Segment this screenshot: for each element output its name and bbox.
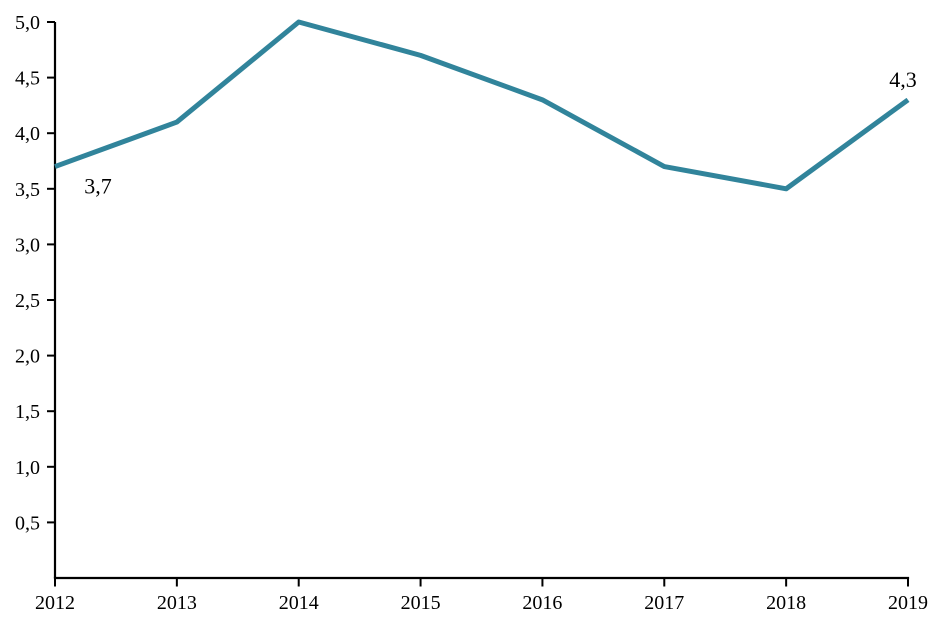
x-axis-tick-label: 2018 [766, 592, 806, 614]
x-axis-tick-label: 2015 [401, 592, 441, 614]
x-axis-tick-label: 2013 [157, 592, 197, 614]
data-point-label: 3,7 [84, 174, 112, 199]
x-axis-tick-label: 2012 [35, 592, 75, 614]
y-axis-tick-label: 2,0 [15, 346, 40, 368]
data-point-label: 4,3 [889, 67, 917, 92]
y-axis-tick-label: 1,0 [15, 457, 40, 479]
y-axis-tick-label: 3,0 [15, 234, 40, 256]
y-axis-tick-label: 1,5 [15, 401, 40, 423]
x-axis-tick-label: 2014 [279, 592, 319, 614]
y-axis-tick-label: 0,5 [15, 512, 40, 534]
x-axis-tick-label: 2016 [522, 592, 562, 614]
y-axis-tick-label: 5,0 [15, 12, 40, 34]
x-axis-tick-label: 2017 [644, 592, 684, 614]
x-axis-tick-label: 2019 [888, 592, 928, 614]
y-axis-tick-label: 4,0 [15, 123, 40, 145]
series-line [54, 19, 910, 192]
y-axis-tick-label: 2,5 [15, 290, 40, 312]
y-axis-tick-label: 4,5 [15, 68, 40, 90]
y-axis-tick-label: 3,5 [15, 179, 40, 201]
